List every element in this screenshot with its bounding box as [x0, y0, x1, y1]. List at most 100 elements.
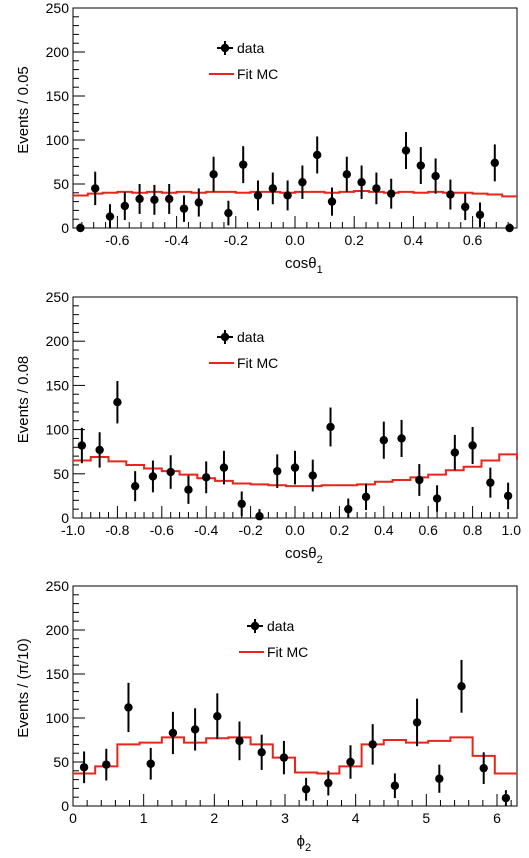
data-marker	[475, 210, 485, 219]
data-marker	[255, 512, 264, 521]
data-point	[102, 748, 111, 781]
data-point	[224, 200, 233, 226]
x-axis-label-subscript: 1	[317, 264, 323, 276]
data-marker	[253, 191, 263, 200]
data-point	[213, 693, 222, 740]
y-tick-label: 100	[46, 422, 70, 438]
data-marker	[490, 158, 499, 168]
data-marker	[120, 201, 129, 211]
x-axis-label-main: ϕ	[297, 833, 305, 850]
data-point	[113, 380, 122, 424]
y-tick-label: 150	[46, 88, 70, 104]
data-point	[450, 434, 460, 471]
data-point	[468, 426, 477, 465]
data-marker	[368, 740, 377, 749]
data-marker	[209, 170, 218, 179]
x-axis-label-main: cosθ	[285, 255, 317, 272]
x-tick-label: 2	[210, 810, 218, 826]
data-point	[253, 180, 263, 211]
data-marker	[79, 763, 89, 772]
y-tick-label: 50	[53, 176, 69, 192]
data-marker	[194, 198, 203, 207]
data-point	[379, 421, 388, 459]
data-point	[368, 724, 377, 765]
data-point	[239, 146, 248, 184]
data-point	[461, 193, 470, 221]
data-marker	[105, 212, 115, 221]
data-marker	[327, 197, 337, 206]
data-point	[298, 165, 307, 199]
data-marker	[179, 204, 189, 213]
data-point	[397, 419, 406, 458]
data-marker	[324, 778, 333, 788]
data-marker	[435, 774, 444, 783]
data-point	[168, 711, 178, 755]
x-tick-label: 1	[140, 810, 148, 826]
x-tick-label: -0.4	[165, 232, 189, 248]
data-point	[268, 172, 277, 205]
x-tick-label: 6	[493, 810, 501, 826]
data-point	[479, 752, 488, 784]
data-marker	[346, 757, 355, 767]
y-tick-label: 250	[46, 0, 70, 16]
data-point	[432, 485, 442, 512]
data-point	[105, 204, 115, 228]
legend: data Fit MC	[239, 618, 308, 660]
data-marker	[273, 466, 282, 476]
data-marker	[326, 422, 335, 432]
data-point	[130, 471, 140, 502]
x-tick-label: 0.0	[285, 522, 305, 538]
x-tick-label: -0.6	[150, 522, 174, 538]
data-point	[361, 483, 371, 511]
legend-fit-label: Fit MC	[237, 355, 278, 371]
data-point	[372, 172, 381, 205]
data-point	[184, 475, 193, 504]
y-tick-label: 150	[46, 377, 70, 393]
data-marker	[239, 160, 248, 169]
fit-mc-line	[73, 453, 518, 488]
legend-data-label: data	[237, 329, 264, 345]
data-point	[342, 156, 351, 192]
legend-data-marker	[250, 621, 260, 631]
plot-frame	[72, 296, 518, 519]
x-axis-label-subscript: 2	[317, 554, 323, 566]
data-marker	[446, 190, 455, 199]
x-axis-label-subscript: 2	[305, 842, 311, 854]
data-point	[194, 188, 203, 217]
data-marker	[190, 725, 200, 734]
y-tick-label: 50	[53, 466, 69, 482]
legend-data-marker	[220, 332, 230, 342]
y-tick-label: 0	[61, 510, 69, 526]
data-point	[146, 747, 155, 780]
data-point	[255, 509, 264, 521]
data-point	[490, 144, 499, 182]
data-point	[79, 751, 89, 784]
data-point	[219, 450, 229, 485]
data-marker	[150, 195, 159, 205]
data-point	[505, 223, 514, 233]
chart-panel-2: 0 50 100 150 200 250 -1.0 -0.8 -0.6 -0.4 -0.2 0.0 0.…	[15, 289, 521, 566]
data-point	[401, 132, 411, 170]
x-tick-label: 4	[352, 810, 360, 826]
x-tick-label: 0.0	[285, 232, 305, 248]
data-marker	[124, 703, 133, 712]
data-point	[431, 158, 440, 194]
data-marker	[146, 759, 155, 768]
plot-frame	[72, 585, 518, 807]
data-marker	[387, 189, 396, 198]
x-tick-label: 0.6	[418, 522, 438, 538]
data-point	[501, 790, 511, 806]
y-tick-label: 200	[46, 333, 70, 349]
y-tick-label: 0	[61, 220, 69, 236]
x-tick-label: 0.8	[463, 522, 483, 538]
data-marker	[431, 171, 440, 181]
data-marker	[77, 441, 87, 450]
x-tick-label: 0.4	[374, 522, 394, 538]
y-tick-label: 50	[53, 754, 69, 770]
y-axis-label: Events / 0.05	[15, 66, 32, 154]
data-marker	[397, 434, 406, 443]
data-point	[416, 147, 425, 184]
data-marker	[102, 760, 111, 769]
data-marker	[390, 781, 400, 790]
data-point	[237, 491, 246, 517]
